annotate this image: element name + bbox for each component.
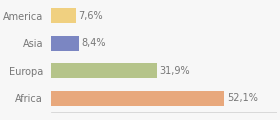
Bar bbox=[51, 8, 76, 23]
Bar bbox=[51, 91, 224, 106]
Bar bbox=[51, 36, 79, 51]
Text: 52,1%: 52,1% bbox=[227, 93, 258, 103]
Bar bbox=[51, 63, 157, 78]
Text: 31,9%: 31,9% bbox=[160, 66, 190, 76]
Text: 7,6%: 7,6% bbox=[79, 11, 103, 21]
Text: 8,4%: 8,4% bbox=[81, 38, 106, 48]
